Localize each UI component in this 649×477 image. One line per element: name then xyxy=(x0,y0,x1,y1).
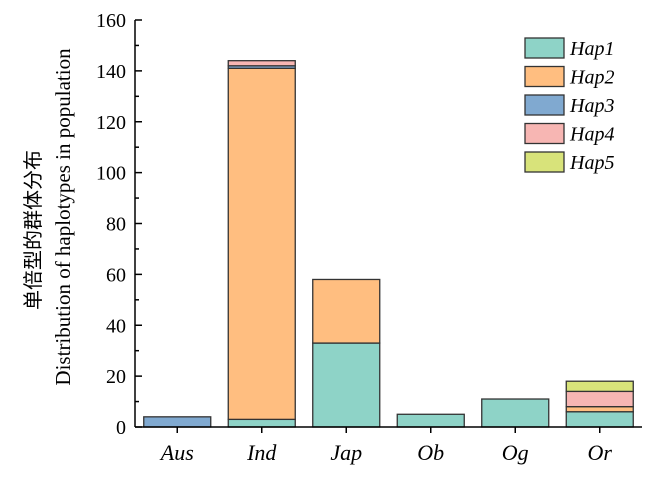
legend: Hap1 Hap2 Hap3 Hap4 Hap5 xyxy=(524,37,614,174)
y-tick-label: 120 xyxy=(96,112,126,134)
y-tick-label: 20 xyxy=(106,366,126,388)
y-tick-label: 100 xyxy=(96,163,126,185)
bar-or-hap5 xyxy=(565,380,634,393)
y-tick-label: 160 xyxy=(96,10,126,32)
x-tick-label: Ob xyxy=(417,440,444,465)
legend-label-hap2: Hap2 xyxy=(569,67,614,89)
bar-aus-hap3 xyxy=(143,416,212,428)
x-tick-label: Ind xyxy=(246,440,277,465)
legend-swatch-hap2 xyxy=(524,65,565,88)
legend-label-hap4: Hap4 xyxy=(569,124,614,146)
legend-swatch-hap5 xyxy=(524,151,565,173)
x-tick-label: Aus xyxy=(159,440,194,465)
x-tick-label: Og xyxy=(502,440,529,465)
y-axis-labels: 单倍型的群体分布 Distribution of haplotypes in p… xyxy=(21,48,75,386)
bar-ind-hap1 xyxy=(227,418,296,428)
legend-label-hap5: Hap5 xyxy=(569,152,614,174)
legend-swatch-hap3 xyxy=(524,94,565,116)
x-tick-label: Or xyxy=(588,440,613,465)
legend-swatch-hap1 xyxy=(524,37,565,59)
y-tick-label: 80 xyxy=(106,214,126,236)
legend-label-hap1: Hap1 xyxy=(569,38,614,60)
bar-or-hap4 xyxy=(565,390,634,408)
x-ticks-group: Aus Ind Jap Ob Og Or xyxy=(159,427,613,465)
y-tick-label: 60 xyxy=(106,264,126,286)
bar-jap-hap2 xyxy=(312,278,381,344)
y-tick-label: 40 xyxy=(106,315,126,337)
axes-group xyxy=(134,20,642,428)
bars-group xyxy=(143,60,634,428)
bar-og-hap1 xyxy=(481,398,550,428)
y-axis-label: Distribution of haplotypes in population xyxy=(51,48,75,386)
y-ticks-group: 0 20 40 60 80 100 120 140 160 xyxy=(96,10,142,439)
bar-or-hap1 xyxy=(565,411,634,428)
bar-ob-hap1 xyxy=(396,413,465,428)
y-axis-label-chinese: 单倍型的群体分布 xyxy=(21,150,45,310)
legend-label-hap3: Hap3 xyxy=(569,95,614,117)
bar-ind-hap4 xyxy=(227,60,296,67)
bar-jap-hap1 xyxy=(312,342,381,428)
x-tick-label: Jap xyxy=(330,440,362,465)
bar-or-hap2 xyxy=(565,405,634,413)
y-tick-label: 140 xyxy=(96,61,126,83)
y-tick-label: 0 xyxy=(116,417,126,439)
bar-ind-hap2 xyxy=(227,67,296,421)
legend-swatch-hap4 xyxy=(524,122,565,145)
